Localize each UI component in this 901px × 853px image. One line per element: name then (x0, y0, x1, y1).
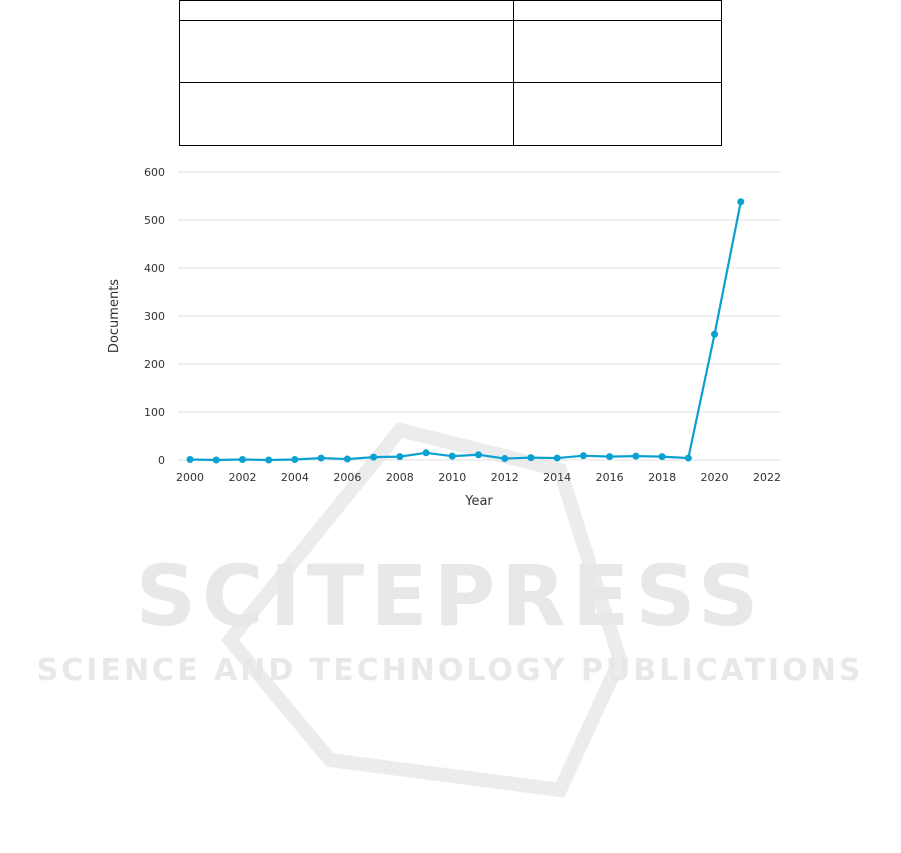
table-cell (513, 82, 722, 146)
x-axis-label: Year (464, 494, 493, 509)
y-tick-label: 100 (144, 406, 165, 419)
data-point (606, 453, 614, 461)
data-point (579, 452, 587, 460)
data-point (737, 198, 745, 206)
data-point (684, 454, 692, 462)
data-point (317, 454, 325, 462)
empty-table (179, 0, 722, 146)
y-tick-label: 200 (144, 358, 165, 371)
data-point (553, 454, 561, 462)
x-tick-label: 2022 (753, 471, 781, 484)
x-tick-label: 2004 (281, 471, 309, 484)
data-point (658, 453, 666, 461)
data-point (422, 449, 430, 457)
x-tick-label: 2002 (228, 471, 256, 484)
x-tick-label: 2016 (596, 471, 624, 484)
data-point (711, 330, 719, 338)
x-tick-label: 2018 (648, 471, 676, 484)
y-axis-label: Documents (107, 279, 122, 353)
data-point (527, 454, 535, 462)
data-point (186, 456, 194, 464)
y-tick-label: 300 (144, 310, 165, 323)
data-point (448, 452, 456, 460)
data-point (212, 456, 220, 464)
data-point (396, 453, 404, 461)
y-tick-label: 400 (144, 262, 165, 275)
x-tick-label: 2012 (491, 471, 519, 484)
data-point (632, 452, 640, 460)
data-point (475, 451, 482, 459)
x-tick-label: 2014 (543, 471, 571, 484)
x-tick-label: 2020 (701, 471, 729, 484)
data-point (291, 456, 299, 464)
data-point (370, 453, 378, 461)
x-tick-label: 2006 (333, 471, 361, 484)
y-tick-label: 500 (144, 214, 165, 227)
series-line (189, 201, 742, 462)
x-tick-label: 2010 (438, 471, 466, 484)
x-tick-label: 2000 (176, 471, 204, 484)
data-point (265, 456, 273, 464)
y-tick-label: 0 (158, 454, 165, 467)
data-point (238, 456, 246, 464)
table-cell (179, 82, 514, 146)
data-point (501, 455, 509, 463)
x-tick-label: 2008 (386, 471, 414, 484)
y-tick-label: 600 (144, 166, 165, 179)
data-point (343, 455, 351, 463)
